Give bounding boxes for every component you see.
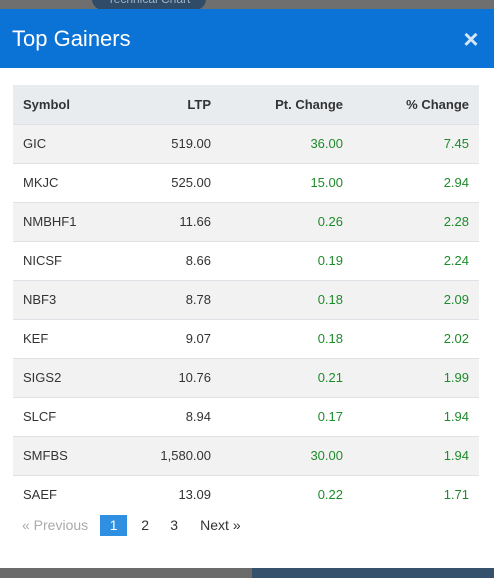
cell-pct-change: 2.24 xyxy=(353,241,479,281)
next-page-button[interactable]: Next » xyxy=(200,517,241,533)
modal-header: Top Gainers × xyxy=(0,9,494,68)
page-button-2[interactable]: 2 xyxy=(141,516,150,533)
column-header-pt-change[interactable]: Pt. Change xyxy=(221,85,353,125)
table-row[interactable]: GIC 519.00 36.00 7.45 xyxy=(13,124,479,164)
cell-ltp: 8.78 xyxy=(105,280,221,320)
cell-ltp: 10.76 xyxy=(105,358,221,398)
column-header-ltp[interactable]: LTP xyxy=(105,85,221,125)
close-icon[interactable]: × xyxy=(463,24,479,54)
cell-ltp: 13.09 xyxy=(105,475,221,514)
cell-pt-change: 0.22 xyxy=(221,475,353,514)
background-page-top: Technical Chart xyxy=(0,0,494,10)
page-button-1[interactable]: 1 xyxy=(100,514,128,536)
table-header-row: Symbol LTP Pt. Change % Change xyxy=(13,85,479,125)
cell-pct-change: 1.71 xyxy=(353,475,479,514)
cell-symbol: KEF xyxy=(13,319,105,359)
cell-pct-change: 1.94 xyxy=(353,397,479,437)
modal-title: Top Gainers xyxy=(12,26,131,51)
table-row[interactable]: SAEF 13.09 0.22 1.71 xyxy=(13,475,479,514)
table-row[interactable]: NICSF 8.66 0.19 2.24 xyxy=(13,241,479,281)
cell-pt-change: 0.17 xyxy=(221,397,353,437)
cell-ltp: 8.66 xyxy=(105,241,221,281)
technical-chart-pill: Technical Chart xyxy=(92,0,206,10)
cell-pt-change: 0.18 xyxy=(221,319,353,359)
column-header-pct-change[interactable]: % Change xyxy=(353,85,479,125)
cell-pct-change: 2.02 xyxy=(353,319,479,359)
cell-ltp: 525.00 xyxy=(105,163,221,203)
cell-symbol: SMFBS xyxy=(13,436,105,476)
cell-ltp: 9.07 xyxy=(105,319,221,359)
cell-pct-change: 7.45 xyxy=(353,124,479,164)
previous-page-button[interactable]: « Previous xyxy=(22,517,89,533)
top-gainers-modal: Top Gainers × Symbol LTP Pt. Change % Ch… xyxy=(0,9,494,568)
table-row[interactable]: NMBHF1 11.66 0.26 2.28 xyxy=(13,202,479,242)
cell-pt-change: 15.00 xyxy=(221,163,353,203)
page-button-3[interactable]: 3 xyxy=(170,516,179,533)
cell-pt-change: 0.26 xyxy=(221,202,353,242)
pagination: « Previous 1 2 3 Next » xyxy=(22,514,241,536)
cell-pct-change: 2.28 xyxy=(353,202,479,242)
table-row[interactable]: KEF 9.07 0.18 2.02 xyxy=(13,319,479,359)
table-row[interactable]: MKJC 525.00 15.00 2.94 xyxy=(13,163,479,203)
cell-ltp: 1,580.00 xyxy=(105,436,221,476)
cell-ltp: 11.66 xyxy=(105,202,221,242)
table-row[interactable]: SLCF 8.94 0.17 1.94 xyxy=(13,397,479,437)
gainers-table: Symbol LTP Pt. Change % Change GIC 519.0… xyxy=(13,85,479,514)
table-row[interactable]: NBF3 8.78 0.18 2.09 xyxy=(13,280,479,320)
cell-pct-change: 1.94 xyxy=(353,436,479,476)
cell-symbol: MKJC xyxy=(13,163,105,203)
cell-symbol: GIC xyxy=(13,124,105,164)
cell-symbol: SIGS2 xyxy=(13,358,105,398)
table-row[interactable]: SMFBS 1,580.00 30.00 1.94 xyxy=(13,436,479,476)
cell-pct-change: 2.94 xyxy=(353,163,479,203)
cell-pt-change: 36.00 xyxy=(221,124,353,164)
cell-pct-change: 1.99 xyxy=(353,358,479,398)
cell-pt-change: 30.00 xyxy=(221,436,353,476)
background-page-bottom-right xyxy=(252,568,494,578)
cell-pt-change: 0.19 xyxy=(221,241,353,281)
cell-pct-change: 2.09 xyxy=(353,280,479,320)
cell-pt-change: 0.18 xyxy=(221,280,353,320)
cell-symbol: NICSF xyxy=(13,241,105,281)
cell-symbol: SAEF xyxy=(13,475,105,514)
background-page-bottom-left xyxy=(0,568,252,578)
column-header-symbol[interactable]: Symbol xyxy=(13,85,105,125)
cell-ltp: 519.00 xyxy=(105,124,221,164)
cell-symbol: SLCF xyxy=(13,397,105,437)
gainers-table-container: Symbol LTP Pt. Change % Change GIC 519.0… xyxy=(13,85,479,514)
cell-symbol: NMBHF1 xyxy=(13,202,105,242)
table-row[interactable]: SIGS2 10.76 0.21 1.99 xyxy=(13,358,479,398)
cell-ltp: 8.94 xyxy=(105,397,221,437)
cell-symbol: NBF3 xyxy=(13,280,105,320)
cell-pt-change: 0.21 xyxy=(221,358,353,398)
